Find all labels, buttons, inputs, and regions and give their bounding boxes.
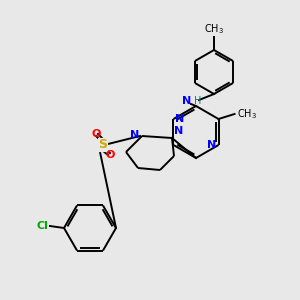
Text: CH$_3$: CH$_3$ — [236, 107, 256, 121]
Text: O: O — [91, 129, 101, 139]
Text: O: O — [105, 150, 115, 160]
Text: N: N — [207, 140, 217, 150]
Text: H: H — [194, 96, 201, 106]
Text: Cl: Cl — [36, 221, 48, 231]
Text: N: N — [174, 126, 183, 136]
Text: N: N — [182, 96, 191, 106]
Text: N: N — [130, 130, 139, 140]
Text: CH$_3$: CH$_3$ — [204, 22, 224, 36]
Text: N: N — [176, 114, 185, 124]
Text: S: S — [98, 139, 107, 152]
